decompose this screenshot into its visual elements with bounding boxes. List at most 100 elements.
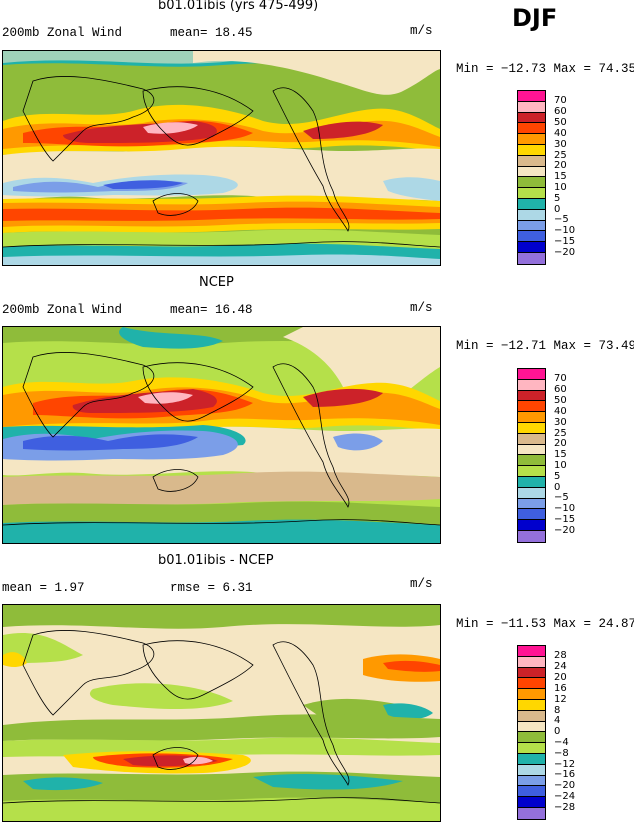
panel-1-swatch	[518, 177, 545, 189]
panel-1-field-label: 200mb Zonal Wind	[2, 26, 123, 40]
colorbar-label: −10	[554, 225, 576, 236]
panel-3-swatch	[518, 699, 545, 711]
panel-1-swatch	[518, 242, 545, 253]
panel-3-colorbar	[517, 645, 546, 820]
colorbar-label: 70	[554, 95, 567, 106]
panel-2-minmax: Min = −12.71 Max = 73.49	[456, 339, 634, 353]
panel-3-swatch	[518, 689, 545, 700]
panel-3-rmse: rmse = 6.31	[170, 581, 253, 595]
panel-3-swatch	[518, 807, 545, 819]
panel-1-swatch	[518, 91, 545, 102]
colorbar-label: 60	[554, 106, 567, 117]
panel-2-swatch	[518, 379, 545, 391]
colorbar-label: 0	[554, 726, 561, 737]
panel-2-swatch	[518, 412, 545, 423]
panel-1-swatch	[518, 198, 545, 210]
colorbar-label: 15	[554, 171, 567, 182]
colorbar-label: 40	[554, 406, 567, 417]
panel-2-units: m/s	[410, 301, 433, 315]
colorbar-label: 50	[554, 395, 567, 406]
colorbar-label: −20	[554, 525, 576, 536]
panel-3-swatch	[518, 667, 545, 679]
panel-1-map-svg	[3, 51, 440, 265]
colorbar-label: 5	[554, 193, 561, 204]
panel-3-mean: mean = 1.97	[2, 581, 85, 595]
colorbar-label: 70	[554, 373, 567, 384]
colorbar-label: 30	[554, 417, 567, 428]
colorbar-label: 24	[554, 661, 567, 672]
panel-2-mean: mean= 16.48	[170, 303, 253, 317]
colorbar-label: 15	[554, 449, 567, 460]
panel-1-colorbar	[517, 90, 546, 265]
colorbar-label: −10	[554, 503, 576, 514]
colorbar-label: 16	[554, 683, 567, 694]
panel-2-swatch	[518, 520, 545, 531]
colorbar-label: 25	[554, 428, 567, 439]
panel-1-title: b01.01ibis (yrs 475-499)	[158, 0, 319, 13]
panel-1-swatch	[518, 123, 545, 135]
panel-1-swatch	[518, 155, 545, 167]
panel-1-swatch	[518, 134, 545, 145]
colorbar-label: −5	[554, 214, 569, 225]
panel-1-swatch	[518, 112, 545, 124]
colorbar-label: −16	[554, 769, 576, 780]
panel-3-minmax: Min = −11.53 Max = 24.87	[456, 617, 634, 631]
panel-1-swatch	[518, 101, 545, 113]
colorbar-label: 0	[554, 482, 561, 493]
colorbar-label: 12	[554, 694, 567, 705]
panel-1-swatch	[518, 252, 545, 264]
panel-3-swatch	[518, 710, 545, 722]
panel-2-swatch	[518, 455, 545, 467]
panel-3-swatch	[518, 646, 545, 657]
colorbar-label: −24	[554, 791, 576, 802]
panel-2-swatch	[518, 487, 545, 499]
colorbar-label: −15	[554, 236, 576, 247]
panel-2-swatch	[518, 369, 545, 380]
colorbar-label: 4	[554, 715, 561, 726]
panel-1-mean: mean= 18.45	[170, 26, 253, 40]
panel-1-minmax: Min = −12.73 Max = 74.35	[456, 62, 634, 76]
panel-3-map	[2, 604, 441, 822]
panel-3-swatch	[518, 743, 545, 754]
panel-1-swatch	[518, 231, 545, 243]
colorbar-label: 25	[554, 150, 567, 161]
colorbar-label: −5	[554, 492, 569, 503]
panel-2-swatch	[518, 433, 545, 445]
colorbar-label: 10	[554, 182, 567, 193]
colorbar-label: −20	[554, 247, 576, 258]
panel-2-swatch	[518, 466, 545, 477]
panel-2-title: NCEP	[199, 275, 234, 290]
panel-1-swatch	[518, 144, 545, 156]
panel-3-swatch	[518, 732, 545, 744]
panel-2-swatch	[518, 444, 545, 456]
colorbar-label: 0	[554, 204, 561, 215]
panel-3-swatch	[518, 764, 545, 776]
panel-3-swatch	[518, 721, 545, 733]
colorbar-label: 20	[554, 438, 567, 449]
panel-1-swatch	[518, 166, 545, 178]
season-label: DJF	[512, 4, 558, 32]
colorbar-label: −15	[554, 514, 576, 525]
panel-2-map	[2, 326, 441, 544]
panel-2-swatch	[518, 476, 545, 488]
colorbar-label: 30	[554, 139, 567, 150]
colorbar-label: −8	[554, 748, 569, 759]
panel-3-swatch	[518, 753, 545, 765]
panel-2-map-svg	[3, 327, 440, 543]
panel-3-swatch	[518, 797, 545, 808]
colorbar-label: 40	[554, 128, 567, 139]
panel-3-units: m/s	[410, 577, 433, 591]
panel-3-swatch	[518, 775, 545, 787]
colorbar-label: 5	[554, 471, 561, 482]
colorbar-label: 10	[554, 460, 567, 471]
panel-3-map-svg	[3, 605, 440, 821]
panel-2-colorbar	[517, 368, 546, 543]
panel-2-swatch	[518, 401, 545, 413]
colorbar-label: 8	[554, 705, 561, 716]
colorbar-label: 50	[554, 117, 567, 128]
panel-2-swatch	[518, 530, 545, 542]
panel-1-units: m/s	[410, 24, 433, 38]
colorbar-label: 28	[554, 650, 567, 661]
colorbar-label: 20	[554, 160, 567, 171]
panel-1-swatch	[518, 209, 545, 221]
